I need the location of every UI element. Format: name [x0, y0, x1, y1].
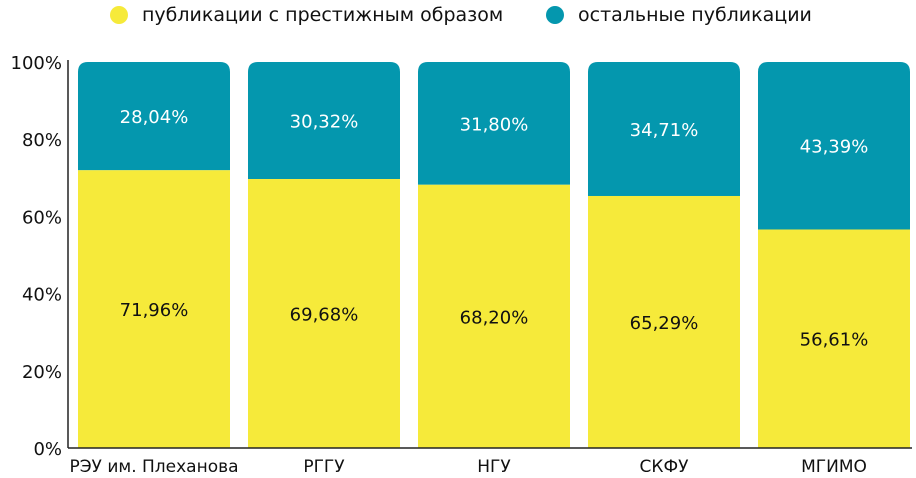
- bar-segment-other: [758, 62, 910, 230]
- legend-swatch-other: [546, 6, 564, 24]
- y-tick-label: 60%: [22, 207, 62, 228]
- bar-segment-other: [588, 62, 740, 196]
- legend-item-prestige: публикации с престижным образом: [110, 4, 503, 26]
- bar-segment-prestige: [588, 195, 740, 448]
- x-category-label: НГУ: [477, 457, 511, 477]
- legend-item-other: остальные публикации: [546, 4, 812, 26]
- legend-swatch-prestige: [110, 6, 128, 24]
- data-label-other: 28,04%: [120, 107, 189, 128]
- legend: публикации с престижным образом остальны…: [0, 4, 916, 32]
- y-tick-label: 0%: [33, 439, 62, 460]
- bar-segment-prestige: [418, 184, 570, 449]
- data-label-prestige: 56,61%: [800, 330, 869, 351]
- legend-label-other: остальные публикации: [578, 4, 812, 26]
- x-category-label: СКФУ: [640, 457, 690, 477]
- data-label-other: 43,39%: [800, 137, 869, 158]
- data-label-prestige: 69,68%: [290, 305, 359, 326]
- y-tick-label: 80%: [22, 130, 62, 151]
- data-label-prestige: 68,20%: [460, 307, 529, 328]
- y-tick-label: 100%: [11, 53, 62, 74]
- y-tick-label: 40%: [22, 285, 62, 306]
- bar-segment-prestige: [248, 179, 400, 448]
- bar-segment-prestige: [758, 229, 910, 448]
- y-tick-label: 20%: [22, 362, 62, 383]
- bar-segment-other: [248, 62, 400, 180]
- x-category-label: МГИМО: [801, 457, 867, 477]
- bar-segment-other: [78, 62, 230, 171]
- x-category-label: РЭУ им. Плеханова: [69, 457, 238, 477]
- bar-segment-prestige: [78, 170, 230, 448]
- data-label-other: 30,32%: [290, 112, 359, 133]
- data-label-other: 31,80%: [460, 114, 529, 135]
- legend-label-prestige: публикации с престижным образом: [142, 4, 504, 26]
- x-category-label: РГГУ: [303, 457, 345, 477]
- data-label-prestige: 71,96%: [120, 300, 189, 321]
- bar-segment-other: [418, 62, 570, 185]
- data-label-prestige: 65,29%: [630, 313, 699, 334]
- data-label-other: 34,71%: [630, 120, 699, 141]
